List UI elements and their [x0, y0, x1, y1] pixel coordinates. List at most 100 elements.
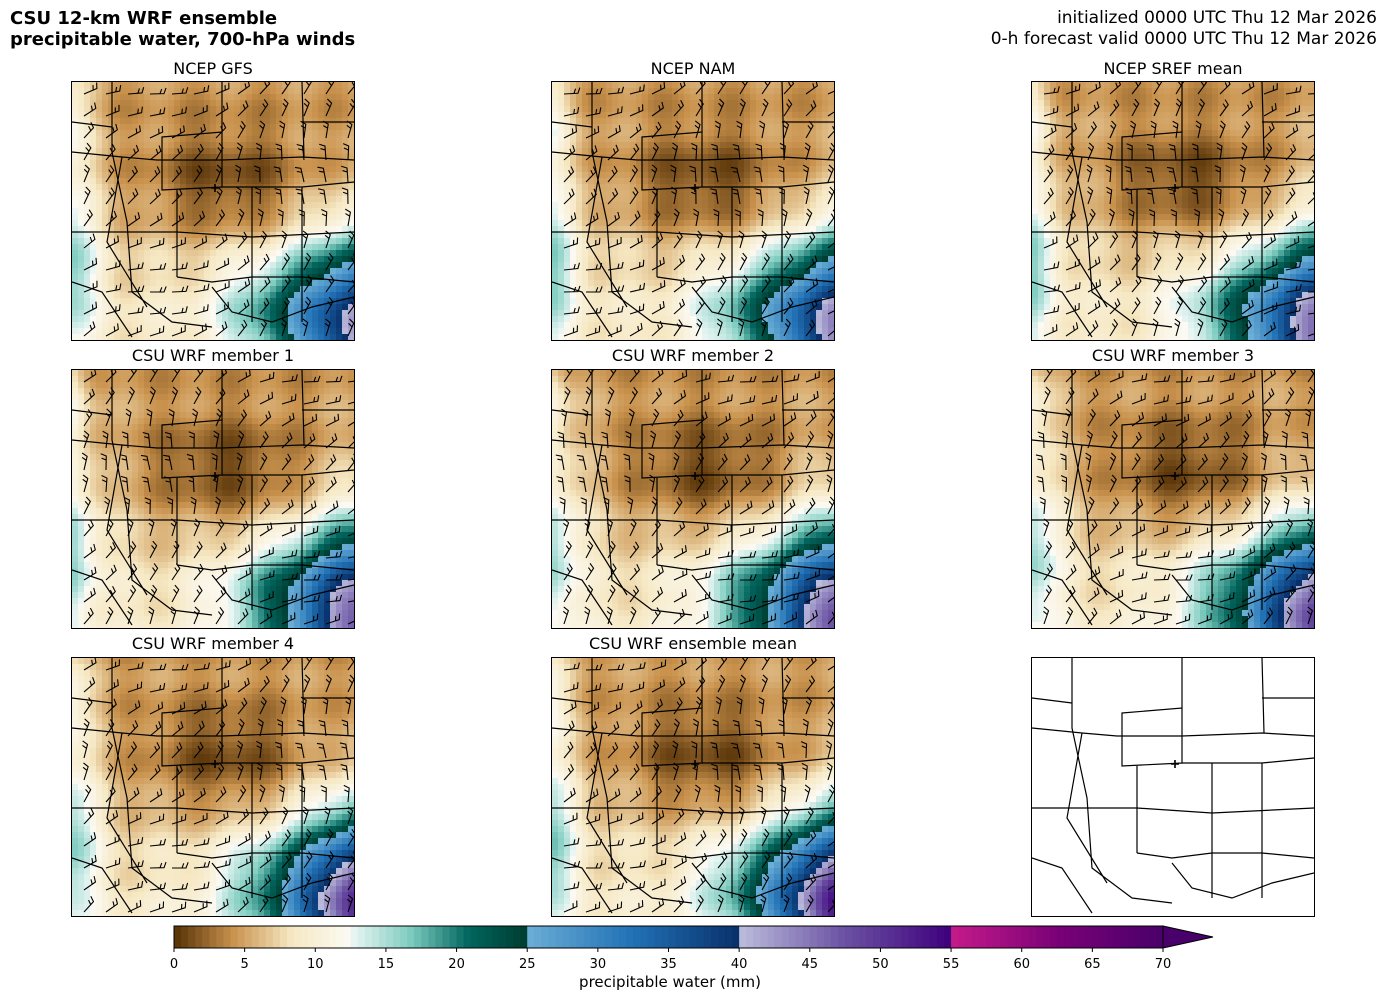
colorbar-level	[562, 926, 571, 948]
map-canvas	[1032, 658, 1314, 914]
colorbar-tick-label: 0	[170, 957, 178, 972]
panel-title-nam: NCEP NAM	[650, 59, 736, 78]
colorbar-level	[498, 926, 507, 948]
colorbar-level	[541, 926, 550, 948]
colorbar-level	[294, 926, 302, 948]
colorbar-level	[1134, 926, 1143, 948]
colorbar-tick-label: 45	[802, 957, 819, 972]
colorbar-tick-label: 40	[731, 957, 748, 972]
colorbar-level	[251, 926, 260, 948]
colorbar-level	[710, 926, 719, 948]
panel-title-sref: NCEP SREF mean	[1103, 59, 1243, 78]
colorbar-tick-label: 30	[590, 957, 607, 972]
colorbar-tick-label: 70	[1155, 957, 1172, 972]
colorbar-level	[922, 926, 931, 948]
map-canvas	[72, 658, 354, 916]
location-marker	[1171, 760, 1179, 768]
map-panel-member3	[1031, 369, 1315, 629]
colorbar-level	[1042, 926, 1051, 948]
colorbar-level	[965, 926, 973, 948]
colorbar-level	[590, 926, 599, 948]
title-line-1: CSU 12-km WRF ensemble	[10, 8, 278, 29]
location-marker	[691, 184, 699, 192]
precipitable-water-field	[1032, 82, 1314, 340]
colorbar-level	[428, 926, 436, 948]
colorbar-level	[548, 926, 557, 948]
colorbar-level	[717, 926, 726, 948]
colorbar-level	[908, 926, 917, 948]
wind-barbs	[1043, 82, 1314, 337]
colorbar-extend-arrow	[1162, 925, 1214, 949]
location-marker	[1171, 184, 1179, 192]
title-line-2: precipitable water, 700-hPa winds	[10, 29, 356, 50]
colorbar-tick-label: 15	[378, 957, 395, 972]
colorbar-level	[760, 926, 768, 948]
colorbar-level	[781, 926, 790, 948]
colorbar-level	[470, 926, 479, 948]
colorbar-level	[520, 926, 528, 948]
colorbar-level	[513, 926, 521, 948]
colorbar-level	[371, 926, 380, 948]
colorbar-level	[378, 926, 387, 948]
colorbar-level	[421, 926, 429, 948]
colorbar-level	[1106, 926, 1115, 948]
colorbar-level	[732, 926, 740, 948]
colorbar-level	[887, 926, 896, 948]
colorbar-tick-label: 50	[872, 957, 889, 972]
state-borders	[1032, 82, 1314, 338]
map-canvas	[72, 370, 354, 628]
state-borders	[552, 82, 834, 338]
wind-barbs	[563, 82, 834, 337]
colorbar-level	[308, 926, 316, 948]
colorbar-level	[626, 926, 634, 948]
colorbar-level	[830, 926, 839, 948]
colorbar-level	[1021, 926, 1030, 948]
colorbar-level	[936, 926, 945, 948]
map-panel-nam	[551, 81, 835, 341]
colorbar-level	[1120, 926, 1129, 948]
colorbar-level	[739, 926, 747, 948]
colorbar-level	[343, 926, 352, 948]
colorbar-level	[385, 926, 394, 948]
colorbar-level	[506, 926, 514, 948]
colorbar-level	[753, 926, 761, 948]
colorbar-level	[972, 926, 980, 948]
colorbar-level	[181, 926, 189, 948]
colorbar-level	[449, 926, 458, 948]
colorbar-level	[1155, 926, 1164, 948]
colorbar-tick-label: 10	[307, 957, 324, 972]
map-panel-member1	[71, 369, 355, 629]
colorbar-level	[569, 926, 578, 948]
colorbar-level	[244, 926, 253, 948]
colorbar-level	[414, 926, 422, 948]
valid-time-block: initialized 0000 UTC Thu 12 Mar 2026 0-h…	[991, 8, 1377, 50]
colorbar-level	[188, 926, 196, 948]
colorbar-level	[1127, 926, 1136, 948]
map-panel-member2	[551, 369, 835, 629]
colorbar-level	[1064, 926, 1072, 948]
state-borders	[72, 658, 354, 914]
colorbar-level	[675, 926, 684, 948]
colorbar-level	[1113, 926, 1122, 948]
colorbar-level	[689, 926, 698, 948]
colorbar-level	[767, 926, 776, 948]
colorbar-level	[696, 926, 705, 948]
colorbar-level	[958, 926, 966, 948]
precipitable-water-field	[552, 370, 834, 628]
colorbar-frame	[173, 925, 1164, 949]
colorbar-level	[484, 926, 493, 948]
colorbar-level	[364, 926, 373, 948]
map-canvas	[552, 82, 834, 340]
colorbar-level	[795, 926, 804, 948]
colorbar-level	[866, 926, 874, 948]
colorbar-level	[209, 926, 217, 948]
colorbar-level	[407, 926, 415, 948]
map-panel-reference	[1031, 657, 1315, 917]
colorbar-level	[845, 926, 853, 948]
colorbar-level	[315, 926, 323, 948]
colorbar-level	[944, 926, 952, 948]
colorbar-level	[456, 926, 465, 948]
colorbar-level	[1014, 926, 1023, 948]
colorbar-level	[576, 926, 585, 948]
map-canvas	[72, 82, 354, 340]
